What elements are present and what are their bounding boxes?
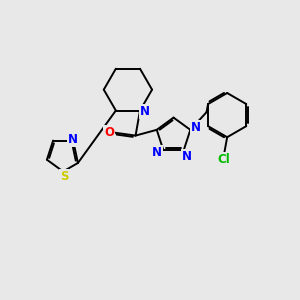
Text: S: S (60, 170, 68, 183)
Text: O: O (104, 126, 114, 139)
Text: N: N (191, 121, 201, 134)
Text: N: N (140, 105, 150, 118)
Text: Cl: Cl (218, 153, 231, 167)
Text: N: N (152, 146, 162, 159)
Text: N: N (68, 133, 78, 146)
Text: N: N (182, 149, 192, 163)
